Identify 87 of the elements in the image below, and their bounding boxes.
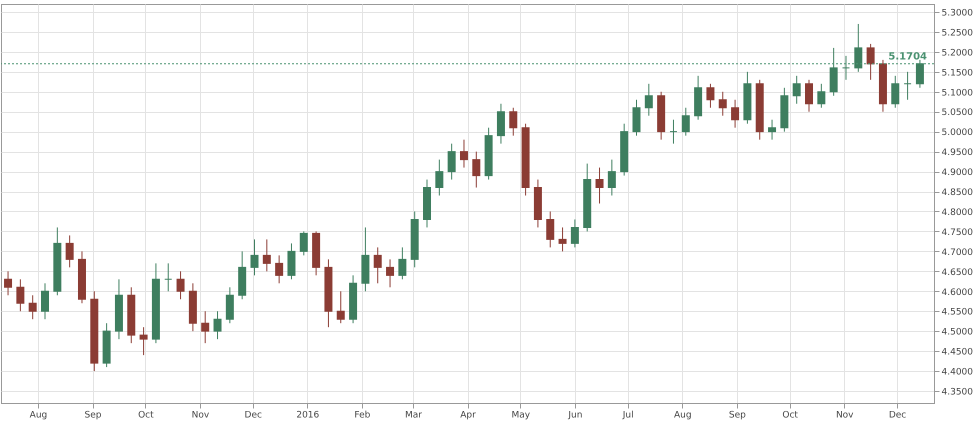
y-tick-label: 5.2500 <box>942 28 974 38</box>
candlestick <box>300 230 308 256</box>
candlestick <box>435 159 444 196</box>
candlestick <box>336 290 345 324</box>
candlestick <box>176 270 185 300</box>
candlestick <box>768 119 776 140</box>
y-tick-label: 5.3000 <box>942 8 974 18</box>
x-tick-label: Sep <box>728 410 746 420</box>
y-tick-label: 5.1000 <box>942 88 974 98</box>
candlestick <box>792 75 801 104</box>
candlestick <box>731 99 740 128</box>
y-tick-label: 4.9500 <box>942 148 974 158</box>
y-tick-label: 4.7500 <box>942 228 974 238</box>
y-tick-label: 4.6000 <box>942 288 974 298</box>
y-tick-label: 4.7000 <box>942 248 974 258</box>
candlestick <box>596 167 604 204</box>
candlestick <box>632 99 640 136</box>
y-tick-label: 4.6500 <box>942 268 974 278</box>
candlestick <box>398 246 406 280</box>
candlestick <box>275 254 284 284</box>
x-tick-label: Oct <box>138 410 154 420</box>
y-tick-label: 4.5000 <box>942 328 974 338</box>
x-tick-label: Dec <box>244 410 262 420</box>
candlestick <box>448 143 456 180</box>
candlestick <box>16 278 24 312</box>
candlestick <box>891 75 900 108</box>
x-tick-label: Jul <box>622 410 634 420</box>
y-tick-label: 5.2000 <box>942 48 974 58</box>
y-tick-label: 4.8000 <box>942 208 974 218</box>
x-tick-label: May <box>512 410 531 420</box>
candlestick <box>842 55 850 80</box>
y-tick-label: 4.4000 <box>942 368 974 378</box>
candlestick <box>386 258 394 288</box>
candlestick <box>287 242 296 280</box>
y-tick-label: 4.5500 <box>942 308 974 318</box>
candlestick <box>817 83 826 108</box>
y-tick-label: 4.8500 <box>942 188 974 198</box>
candlestick <box>4 270 12 296</box>
candlestick <box>460 139 468 168</box>
y-tick-label: 5.0000 <box>942 128 974 138</box>
candlestick <box>250 238 258 276</box>
x-tick-label: Sep <box>84 410 102 420</box>
candlestick <box>608 159 616 196</box>
candlestick <box>644 83 653 116</box>
candlestick <box>669 119 678 144</box>
x-tick-label: Oct <box>782 410 798 420</box>
x-tick-label: 2016 <box>296 410 320 420</box>
candlestick <box>854 23 862 72</box>
candlestick <box>140 326 148 356</box>
candlestick <box>916 59 924 88</box>
candlestick <box>226 286 234 324</box>
candlestick <box>904 71 912 100</box>
x-tick-label: Aug <box>30 410 48 420</box>
y-tick-label: 4.9000 <box>942 168 974 178</box>
x-tick-label: Jun <box>567 410 582 420</box>
x-tick-label: Dec <box>888 410 906 420</box>
candlestick <box>682 107 690 136</box>
x-tick-label: Feb <box>354 410 371 420</box>
candlestick <box>214 310 222 340</box>
x-tick-label: Nov <box>192 410 210 420</box>
candlestick <box>164 262 172 292</box>
candlestick <box>706 83 714 108</box>
x-tick-label: Aug <box>674 410 692 420</box>
candlestick <box>472 151 480 188</box>
candlestick <box>28 294 37 320</box>
candlestick <box>546 210 554 248</box>
candlestick <box>805 79 814 112</box>
candlestick <box>509 107 518 136</box>
candlestick <box>374 246 382 284</box>
candlestick <box>201 310 210 344</box>
y-tick-label: 4.4500 <box>942 348 974 358</box>
candlestick <box>496 103 505 144</box>
candlestick <box>262 238 271 272</box>
candlestick <box>66 234 74 268</box>
candlestick <box>830 47 838 96</box>
ref-line-label: 5.1704 <box>888 52 928 63</box>
candlestick <box>41 282 50 320</box>
candlestick <box>570 218 579 248</box>
y-tick-label: 4.3500 <box>942 388 974 398</box>
x-tick-label: Apr <box>460 410 476 420</box>
candlestick <box>718 91 727 116</box>
y-tick-label: 5.1500 <box>942 68 974 78</box>
x-tick-label: Nov <box>836 410 854 420</box>
candlestick <box>866 43 875 80</box>
y-tick-label: 5.0500 <box>942 108 974 118</box>
candlestick <box>558 226 567 252</box>
x-tick-label: Mar <box>404 410 422 420</box>
